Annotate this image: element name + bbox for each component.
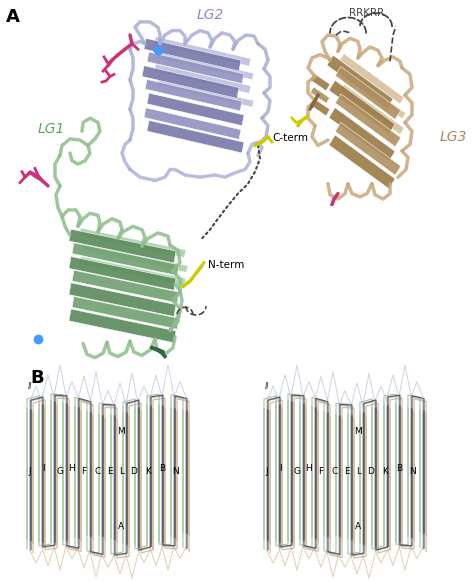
Text: N-term: N-term <box>208 260 245 270</box>
Polygon shape <box>145 80 242 111</box>
Polygon shape <box>142 66 239 98</box>
Polygon shape <box>335 67 401 119</box>
Polygon shape <box>69 257 176 290</box>
Text: L: L <box>356 467 362 476</box>
Text: LG3: LG3 <box>440 130 467 144</box>
Polygon shape <box>329 107 395 162</box>
Text: D: D <box>367 467 374 476</box>
Text: A: A <box>6 8 20 26</box>
Text: H: H <box>69 464 75 472</box>
Polygon shape <box>329 135 395 189</box>
Text: J: J <box>29 467 31 476</box>
Text: H: H <box>306 464 312 472</box>
Text: M: M <box>354 426 362 436</box>
Text: I: I <box>279 464 281 472</box>
Text: C-term: C-term <box>272 134 308 144</box>
Polygon shape <box>342 70 406 119</box>
Polygon shape <box>340 53 404 104</box>
Text: RRKRR: RRKRR <box>349 8 384 17</box>
Polygon shape <box>327 55 393 109</box>
Polygon shape <box>144 38 241 71</box>
Polygon shape <box>329 80 395 134</box>
Polygon shape <box>147 52 244 84</box>
Polygon shape <box>147 120 244 153</box>
Text: G: G <box>56 467 64 476</box>
Polygon shape <box>72 270 179 303</box>
Polygon shape <box>69 283 176 317</box>
Polygon shape <box>335 123 401 175</box>
Polygon shape <box>157 52 254 80</box>
Text: F: F <box>319 467 324 476</box>
Text: A: A <box>355 522 361 530</box>
Text: B: B <box>159 464 165 472</box>
Polygon shape <box>79 257 186 286</box>
Polygon shape <box>157 79 254 107</box>
Polygon shape <box>79 228 186 257</box>
Text: N: N <box>410 467 416 476</box>
Text: D: D <box>130 467 137 476</box>
Text: K: K <box>382 467 388 476</box>
Text: C: C <box>332 467 338 476</box>
Polygon shape <box>340 84 404 134</box>
Text: E: E <box>344 467 350 476</box>
Polygon shape <box>310 98 330 116</box>
Polygon shape <box>154 37 251 66</box>
Text: B: B <box>396 464 402 472</box>
Text: C: C <box>95 467 101 476</box>
Polygon shape <box>154 64 251 94</box>
Text: M: M <box>117 426 125 436</box>
Polygon shape <box>335 94 401 147</box>
Text: LG2: LG2 <box>196 8 224 21</box>
Text: F: F <box>82 467 87 476</box>
Text: N: N <box>173 467 179 476</box>
Text: II: II <box>265 382 269 391</box>
Text: G: G <box>293 467 301 476</box>
Polygon shape <box>69 309 176 343</box>
Text: I: I <box>42 464 44 472</box>
Polygon shape <box>310 87 329 103</box>
Polygon shape <box>72 296 179 329</box>
Text: K: K <box>145 467 151 476</box>
Polygon shape <box>147 93 244 125</box>
Text: J: J <box>266 467 268 476</box>
Text: L: L <box>119 467 125 476</box>
Text: LG1: LG1 <box>38 123 65 137</box>
Text: II: II <box>28 382 32 391</box>
Polygon shape <box>310 73 330 91</box>
Polygon shape <box>82 244 188 272</box>
Text: B: B <box>30 369 44 387</box>
Text: A: A <box>118 522 124 530</box>
Polygon shape <box>72 243 179 275</box>
Polygon shape <box>69 229 176 263</box>
Text: E: E <box>107 467 113 476</box>
Polygon shape <box>144 108 241 139</box>
